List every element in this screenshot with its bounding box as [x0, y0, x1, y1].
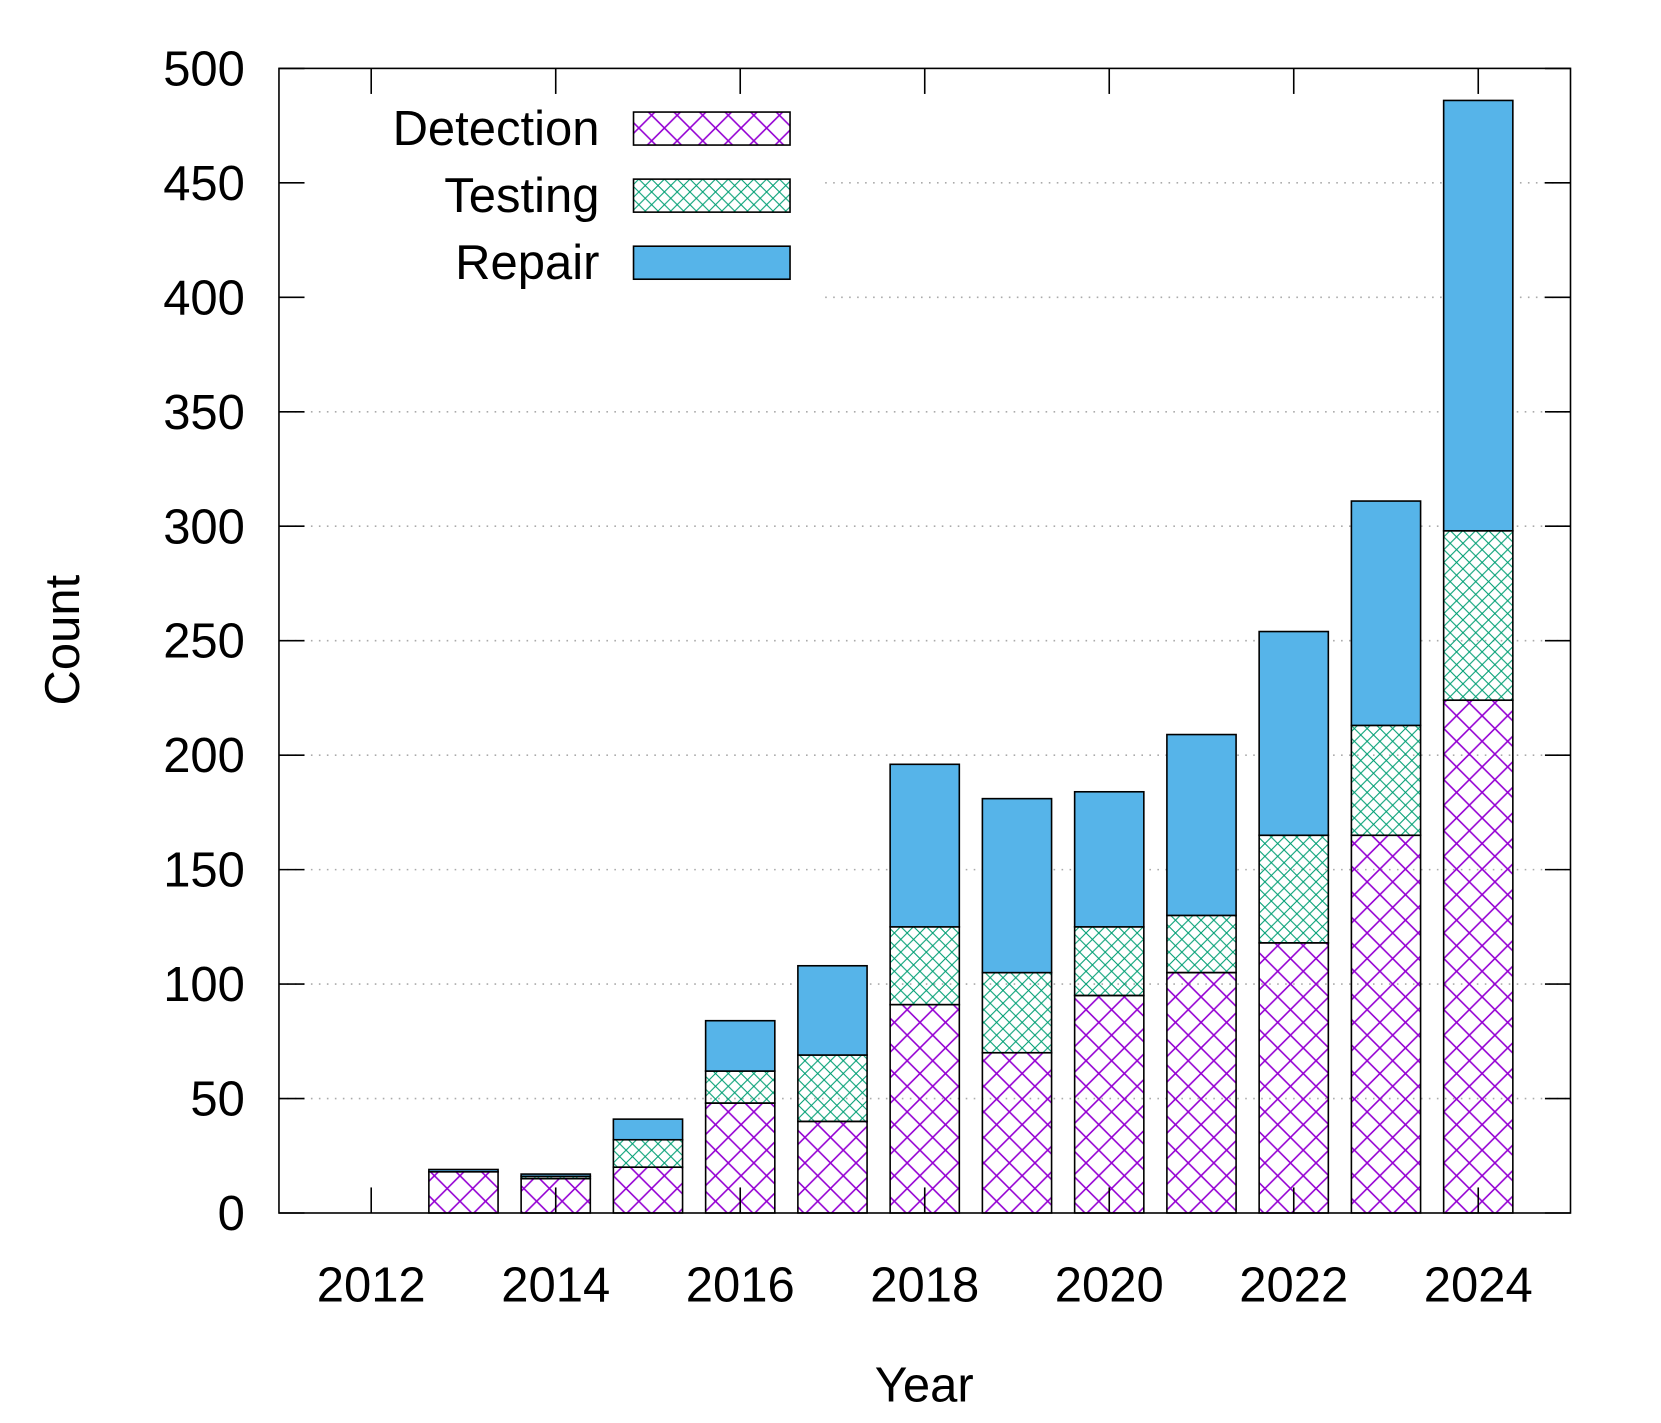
- bar-testing-2022: [1258, 834, 1330, 944]
- bar-testing-2018: [889, 926, 961, 1006]
- y-tick-label: 300: [163, 500, 245, 554]
- bar-repair-2013: [428, 1168, 499, 1173]
- y-tick-label: 500: [163, 42, 245, 96]
- x-tick-label: 2024: [1424, 1258, 1533, 1312]
- bar-repair-2020: [1073, 790, 1145, 928]
- legend-label: Repair: [455, 236, 599, 290]
- bar-testing-2020: [1073, 926, 1145, 997]
- bar-testing-2019: [981, 971, 1053, 1054]
- legend-swatch-testing: [632, 178, 791, 213]
- bar-detection-2021: [1166, 971, 1237, 1214]
- y-tick-label: 350: [163, 386, 245, 440]
- bar-repair-2022: [1258, 630, 1330, 837]
- bar-testing-2021: [1166, 914, 1237, 974]
- x-tick-label: 2014: [501, 1258, 610, 1312]
- bar-detection-2018: [889, 1003, 961, 1214]
- x-tick-label: 2012: [317, 1258, 426, 1312]
- bar-repair-2015: [612, 1118, 684, 1141]
- bars: [428, 99, 1514, 1214]
- bar-repair-2019: [981, 797, 1053, 974]
- legend: Detection Testing Repair: [393, 102, 791, 290]
- x-tick-label: 2018: [870, 1258, 979, 1312]
- y-tick-label: 100: [163, 958, 245, 1012]
- y-tick-label: 150: [163, 844, 245, 898]
- bar-testing-2015: [612, 1138, 684, 1169]
- y-tick-label: 450: [163, 157, 245, 211]
- bar-detection-2015: [612, 1166, 684, 1214]
- bar-repair-2021: [1166, 733, 1237, 917]
- y-tick-label: 200: [163, 729, 245, 783]
- bar-testing-2023: [1350, 724, 1422, 837]
- bar-repair-2023: [1350, 500, 1422, 727]
- bar-detection-2023: [1350, 834, 1422, 1214]
- bar-repair-2016: [704, 1019, 776, 1072]
- bar-detection-2013: [428, 1170, 499, 1214]
- bar-detection-2017: [797, 1120, 868, 1214]
- x-tick-label: 2022: [1239, 1258, 1348, 1312]
- y-tick-label: 250: [163, 615, 245, 669]
- bar-repair-2014: [520, 1173, 592, 1178]
- bar-repair-2017: [797, 964, 868, 1056]
- legend-label: Detection: [393, 102, 600, 156]
- y-axis-label: Count: [36, 574, 90, 705]
- x-tick-label: 2016: [686, 1258, 795, 1312]
- bar-testing-2024: [1442, 530, 1514, 702]
- legend-label: Testing: [444, 169, 599, 223]
- bar-detection-2019: [981, 1051, 1053, 1214]
- y-tick-label: 50: [190, 1073, 244, 1127]
- bar-detection-2020: [1073, 994, 1145, 1214]
- bar-repair-2024: [1442, 99, 1514, 532]
- y-tick-label: 0: [218, 1187, 245, 1241]
- x-tick-label: 2020: [1055, 1258, 1164, 1312]
- y-tick-label: 400: [163, 271, 245, 325]
- legend-swatch-detection: [632, 111, 791, 146]
- bar-detection-2024: [1442, 699, 1514, 1214]
- bar-detection-2022: [1258, 942, 1330, 1214]
- x-axis-label: Year: [875, 1358, 974, 1412]
- bar-testing-2017: [797, 1054, 868, 1123]
- bar-repair-2018: [889, 763, 961, 928]
- ticks: 0 50 100 150 200 250 300 350 400 450 500 2012 2014 20…: [163, 42, 1571, 1312]
- bar-testing-2016: [704, 1070, 776, 1104]
- legend-swatch-repair: [632, 245, 791, 281]
